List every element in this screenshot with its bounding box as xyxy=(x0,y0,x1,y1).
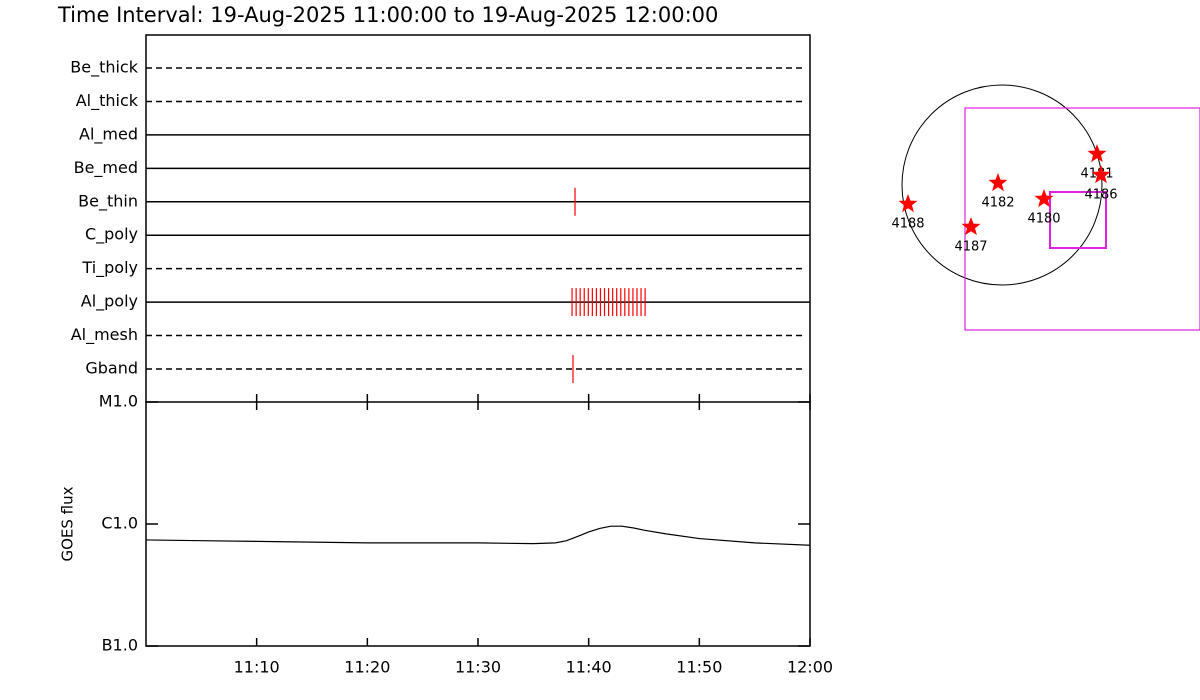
row-label: Be_thick xyxy=(70,58,138,78)
region-label: 4186 xyxy=(1084,188,1117,203)
region-star xyxy=(988,173,1008,192)
row-label: Al_thick xyxy=(76,91,139,111)
top-panel-frame xyxy=(145,34,811,402)
row-label: Al_poly xyxy=(81,292,138,312)
x-tick-label: 11:30 xyxy=(455,658,501,677)
y-tick-label: M1.0 xyxy=(99,392,138,411)
y-tick-label: B1.0 xyxy=(102,636,138,655)
goes-curve xyxy=(145,525,811,546)
bottom-panel-frame xyxy=(145,401,811,647)
x-tick-label: 11:20 xyxy=(344,658,390,677)
row-label: Gband xyxy=(85,359,138,378)
fov-box xyxy=(964,107,1200,331)
fov-box xyxy=(1049,191,1107,249)
region-star xyxy=(1087,144,1107,163)
sun-map xyxy=(901,84,1200,331)
regions: 418841874182418041814186 xyxy=(891,144,1118,255)
region-label: 4187 xyxy=(954,240,987,255)
region-star xyxy=(961,217,981,236)
region-label: 4180 xyxy=(1027,212,1060,227)
frame xyxy=(145,34,811,647)
x-tick-label: 11:40 xyxy=(566,658,612,677)
x-tick-label: 11:50 xyxy=(676,658,722,677)
region-star xyxy=(1034,189,1054,208)
x-tick-label: 11:10 xyxy=(234,658,280,677)
chart-title: Time Interval: 19-Aug-2025 11:00:00 to 1… xyxy=(57,3,718,27)
y-axis-label: GOES flux xyxy=(59,486,77,561)
region-star xyxy=(898,194,918,213)
region-label: 4188 xyxy=(891,217,924,232)
row-label: Ti_poly xyxy=(81,258,138,278)
row-label: Be_med xyxy=(74,158,138,178)
solar-disk xyxy=(901,84,1103,286)
row-label: Al_mesh xyxy=(71,325,138,345)
row-label: Al_med xyxy=(79,124,138,144)
row-label: C_poly xyxy=(85,225,138,245)
x-tick-label: 12:00 xyxy=(787,658,833,677)
y-tick-label: C1.0 xyxy=(101,514,138,533)
region-star xyxy=(1091,165,1111,184)
region-label: 4182 xyxy=(981,196,1014,211)
row-label: Be_thin xyxy=(78,191,138,211)
